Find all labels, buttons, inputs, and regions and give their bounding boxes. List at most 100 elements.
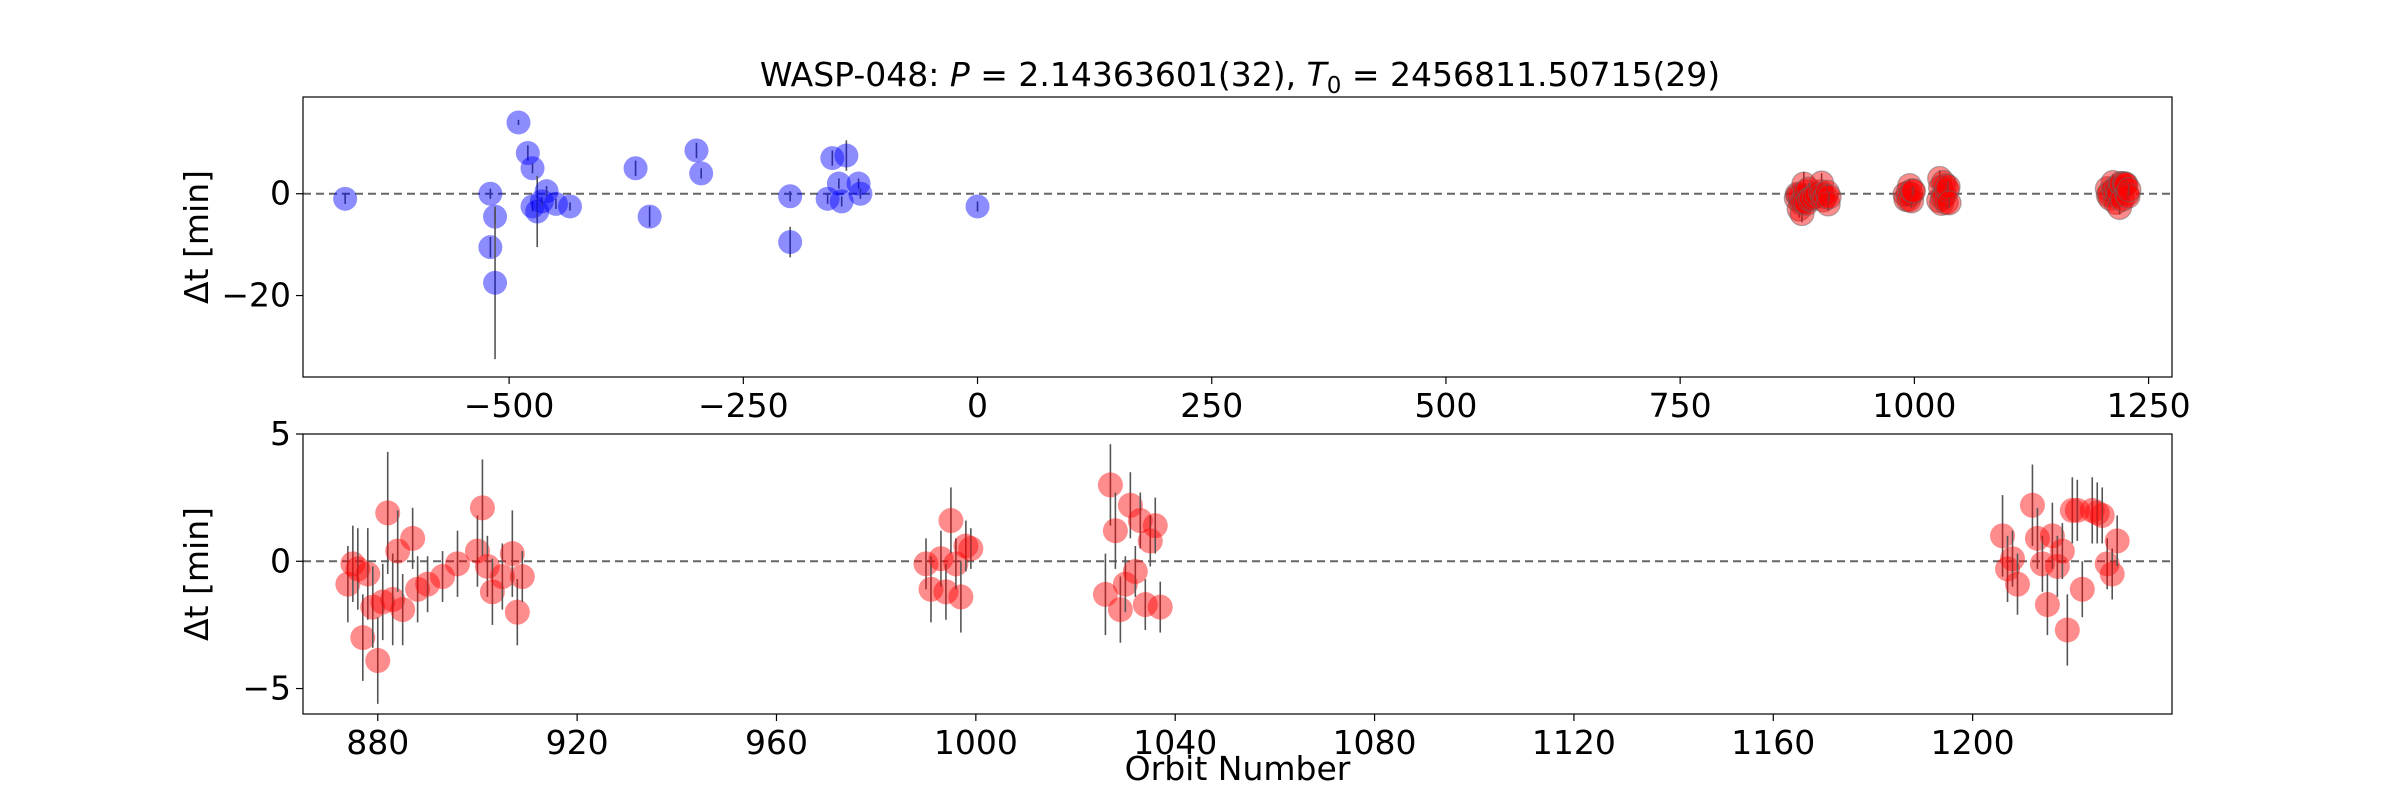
data-point [464, 538, 490, 564]
data-point [2054, 617, 2080, 643]
data-point [1898, 188, 1925, 214]
data-point [479, 579, 505, 605]
data-point [933, 579, 959, 605]
x-tick-label: 1120 [1532, 723, 1616, 762]
data-point [1092, 581, 1118, 607]
x-tick-label: 1160 [1731, 723, 1815, 762]
y-axis-label: Δt [min] [177, 507, 216, 641]
data-point [2116, 177, 2142, 203]
y-tick-label: −20 [221, 276, 291, 315]
bottom-panel: 880 920 960 1000 1040 1080 1120 1160 1200 5 0 −5 Δt … [177, 414, 2173, 788]
data-point [1990, 523, 2016, 549]
data-point [689, 161, 714, 186]
x-tick-label: 750 [1649, 386, 1712, 425]
data-point [938, 508, 964, 534]
axes-frame [302, 96, 2173, 378]
data-point [1107, 597, 1133, 623]
data-point [1816, 184, 1842, 210]
data-point [778, 230, 803, 255]
data-point [820, 146, 845, 171]
data-point [405, 576, 431, 602]
data-point [834, 143, 859, 168]
data-point [385, 538, 411, 564]
data-point [520, 194, 545, 219]
data-point [1112, 571, 1138, 597]
x-tick-label: 1000 [934, 723, 1018, 762]
data-point [515, 141, 540, 165]
data-point [365, 648, 391, 674]
data-point [335, 571, 361, 597]
data-point [826, 171, 851, 196]
x-tick-label: 1250 [2107, 386, 2191, 425]
data-point [499, 541, 525, 567]
data-point [345, 556, 371, 582]
data-point [2059, 497, 2085, 523]
data-point [478, 235, 503, 260]
data-point [848, 181, 873, 206]
data-point [637, 204, 662, 229]
data-point [483, 270, 508, 295]
y-tick-label: 0 [270, 174, 291, 213]
data-point [918, 576, 944, 602]
data-point [380, 586, 406, 612]
data-point [928, 546, 954, 572]
data-point [815, 186, 840, 211]
data-point [504, 599, 530, 625]
data-point [415, 571, 441, 597]
data-point [778, 184, 803, 209]
data-point [965, 194, 990, 219]
data-point [1815, 191, 1841, 217]
data-point [390, 597, 416, 623]
data-point [370, 589, 396, 615]
data-point [529, 189, 554, 214]
x-tick-label: 1000 [1872, 386, 1956, 425]
x-tick-label: 1080 [1333, 723, 1417, 762]
data-point [2004, 571, 2030, 597]
data-point [474, 553, 500, 579]
axes-frame [302, 433, 2173, 715]
chart-title: WASP-048: P = 2.14363601(32), T0 = 24568… [760, 55, 1720, 99]
data-point [534, 179, 559, 204]
x-tick-label: 500 [1414, 386, 1477, 425]
title-t-value: = 2456811.50715(29) [1341, 55, 1720, 94]
data-point [360, 594, 386, 620]
x-tick-label: −250 [698, 386, 789, 425]
x-tick-label: 250 [1180, 386, 1243, 425]
data-point [543, 191, 568, 216]
data-point [2049, 538, 2075, 564]
data-point [1147, 594, 1173, 620]
data-point [478, 181, 503, 206]
plot-area [335, 444, 2130, 704]
data-point [1936, 190, 1962, 216]
data-point [489, 564, 515, 590]
data-point [2039, 523, 2065, 549]
data-point [509, 564, 535, 590]
title-p-value: = 2.14363601(32), [970, 55, 1307, 94]
data-point [1995, 556, 2021, 582]
data-point [558, 194, 582, 219]
data-point [375, 500, 401, 526]
x-tick-label: −500 [464, 386, 555, 425]
x-tick-label: 1040 [1133, 723, 1217, 762]
data-point [350, 625, 376, 651]
x-tick-label: 880 [346, 723, 409, 762]
data-point [1122, 558, 1148, 584]
data-point [953, 533, 979, 559]
data-point [2114, 181, 2140, 207]
data-point [2079, 497, 2105, 523]
data-point [846, 171, 871, 196]
x-axis-label: Orbit Number [1125, 749, 1351, 788]
data-point [333, 186, 358, 211]
data-point [2064, 497, 2090, 523]
data-point [1137, 528, 1163, 554]
data-point [2099, 561, 2125, 587]
data-point [623, 156, 648, 181]
data-point [1127, 508, 1153, 534]
data-point [1900, 178, 1927, 204]
data-point [1097, 472, 1123, 498]
data-point [506, 110, 531, 135]
data-point [2104, 528, 2130, 554]
x-tick-label: 960 [745, 723, 808, 762]
data-point [1117, 492, 1143, 518]
